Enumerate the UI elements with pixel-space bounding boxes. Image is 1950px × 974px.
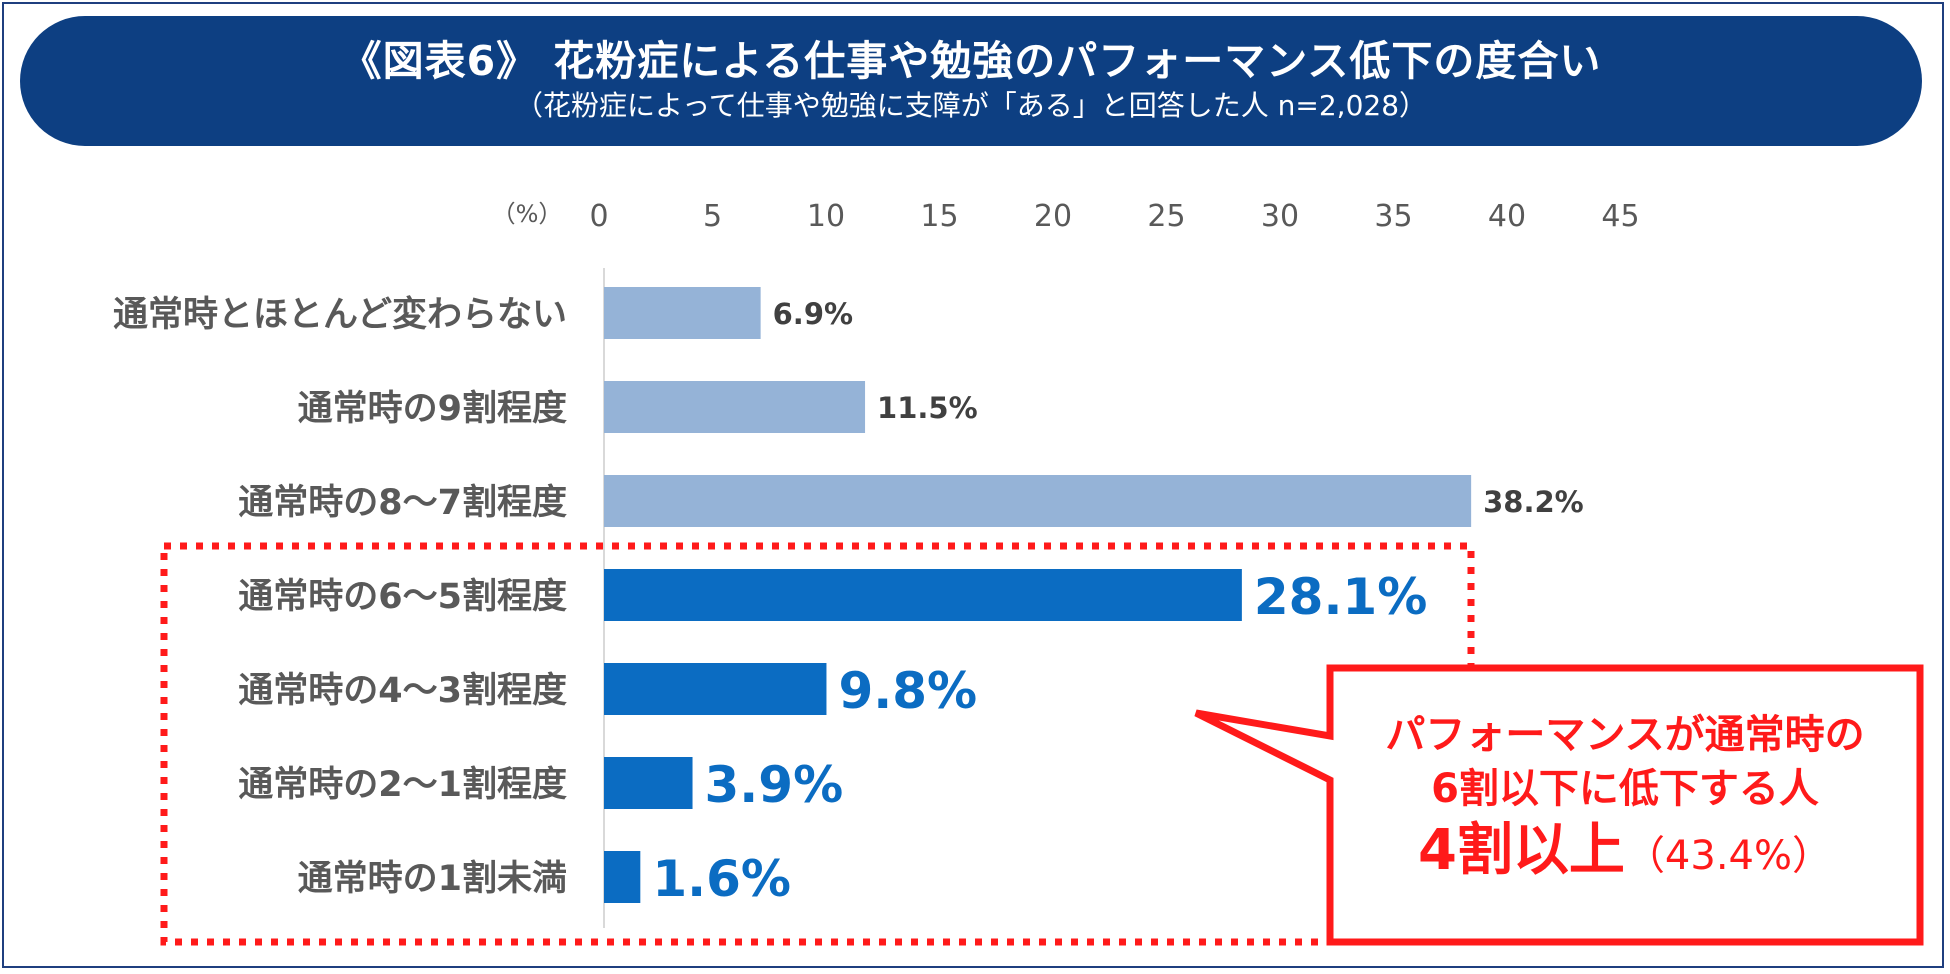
callout-box	[1194, 664, 1924, 946]
value-label: 9.8%	[838, 662, 977, 720]
x-tick-label: 10	[807, 199, 845, 234]
category-label: 通常時の8～7割程度	[238, 483, 567, 523]
title-banner: 《図表6》 花粉症による仕事や勉強のパフォーマンス低下の度合い （花粉症によって…	[20, 16, 1922, 146]
bar	[604, 381, 866, 433]
bar	[604, 851, 641, 903]
x-tick-label: 25	[1147, 199, 1185, 234]
category-label: 通常時の9割程度	[298, 389, 567, 429]
callout-line-2: 6割以下に低下する人	[1431, 766, 1819, 812]
category-label: 通常時の2～1割程度	[238, 765, 567, 805]
x-tick-label: 40	[1488, 199, 1526, 234]
value-label: 11.5%	[877, 391, 978, 425]
bar	[604, 757, 693, 809]
x-tick-label: 30	[1261, 199, 1299, 234]
x-tick-label: 15	[920, 199, 958, 234]
category-label: 通常時の4～3割程度	[238, 671, 567, 711]
value-label: 38.2%	[1483, 485, 1584, 519]
bar	[604, 475, 1472, 527]
value-label: 28.1%	[1254, 568, 1427, 626]
callout-line-3: 4割以上（43.4%）	[1330, 818, 1920, 897]
callout-emphasis: 4割以上	[1417, 818, 1625, 883]
bar	[604, 663, 827, 715]
value-label: 1.6%	[652, 850, 791, 908]
bar	[604, 569, 1242, 621]
category-label: 通常時の6～5割程度	[238, 577, 567, 617]
chart-title: 《図表6》 花粉症による仕事や勉強のパフォーマンス低下の度合い	[340, 37, 1602, 85]
x-tick-label: 5	[703, 199, 722, 234]
callout-text: パフォーマンスが通常時の 6割以下に低下する人 4割以上（43.4%）	[1330, 708, 1920, 897]
axis-unit-label: （%）	[492, 200, 563, 228]
chart-subtitle: （花粉症によって仕事や勉強に支障が「ある」と回答した人 n=2,028）	[514, 89, 1428, 122]
bar	[604, 287, 761, 339]
x-tick-label: 20	[1034, 199, 1072, 234]
value-label: 6.9%	[773, 297, 853, 331]
x-tick-label: 35	[1374, 199, 1412, 234]
callout-line-1: パフォーマンスが通常時の	[1385, 712, 1865, 758]
value-label: 3.9%	[705, 756, 844, 814]
category-label: 通常時とほとんど変わらない	[113, 294, 567, 335]
x-tick-label: 45	[1601, 199, 1639, 234]
x-tick-label: 0	[589, 199, 608, 234]
callout-percentage: （43.4%）	[1624, 833, 1833, 879]
category-label: 通常時の1割未満	[298, 859, 567, 899]
